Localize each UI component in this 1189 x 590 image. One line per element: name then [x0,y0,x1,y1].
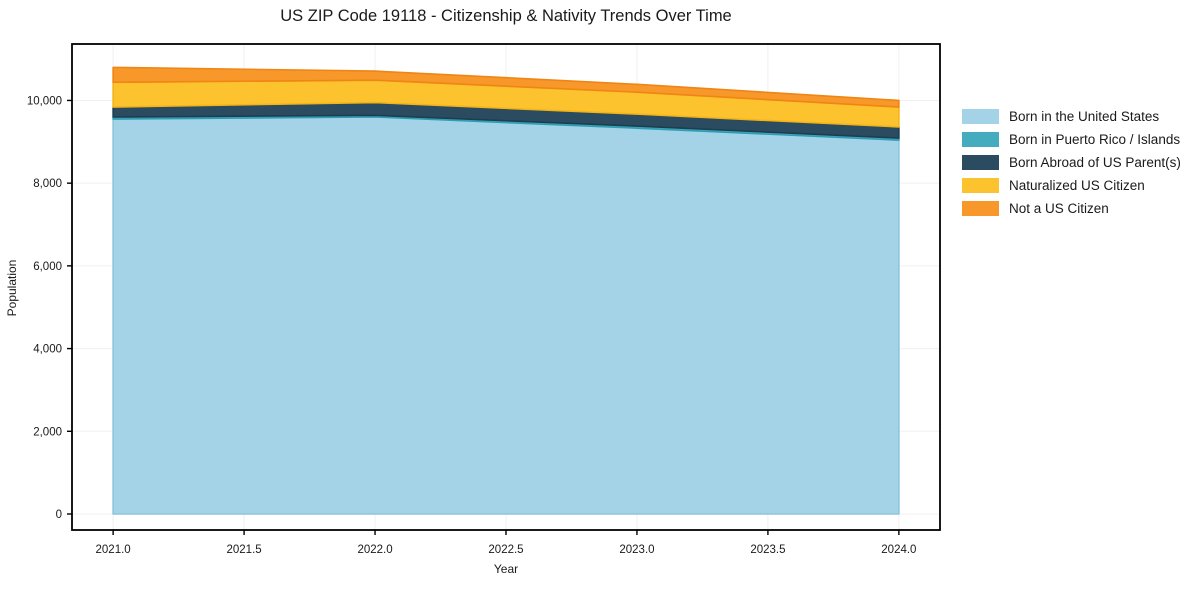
legend-swatch-icon [962,109,999,124]
legend-item-born-abroad-of-us-parent-s: Born Abroad of US Parent(s) [962,151,1181,174]
y-tick-label: 8,000 [33,178,62,190]
x-tick-label: 2021.0 [96,544,131,556]
x-tick-label: 2022.0 [357,544,392,556]
x-axis-label: Year [493,562,519,576]
area-born-in-the-united-states [112,116,900,515]
y-tick-label: 0 [56,509,62,521]
legend-label: Born in Puerto Rico / Islands [1009,132,1181,147]
legend-label: Not a US Citizen [1009,201,1109,216]
legend-item-born-in-the-united-states: Born in the United States [962,105,1181,128]
x-tick-label: 2024.0 [881,544,916,556]
y-tick-label: 4,000 [33,344,62,356]
x-tick-label: 2022.5 [488,544,523,556]
y-tick-label: 6,000 [33,261,62,273]
legend-swatch-icon [962,201,999,216]
legend-swatch-icon [962,178,999,193]
legend-label: Born in the United States [1009,109,1160,124]
x-tick-label: 2023.5 [750,544,785,556]
x-tick-label: 2023.0 [619,544,654,556]
legend-label: Born Abroad of US Parent(s) [1009,155,1181,170]
legend: Born in the United States Born in Puerto … [962,105,1181,220]
y-tick-label: 10,000 [27,95,62,107]
y-tick-label: 2,000 [33,426,62,438]
legend-item-naturalized-us-citizen: Naturalized US Citizen [962,174,1181,197]
legend-swatch-icon [962,132,999,147]
legend-label: Naturalized US Citizen [1009,178,1145,193]
legend-item-born-in-puerto-rico-islands: Born in Puerto Rico / Islands [962,128,1181,151]
legend-swatch-icon [962,155,999,170]
x-tick-label: 2021.5 [226,544,261,556]
chart-title: US ZIP Code 19118 - Citizenship & Nativi… [280,7,732,25]
legend-item-not-a-us-citizen: Not a US Citizen [962,197,1181,220]
area-not-a-us-citizen [112,66,900,108]
